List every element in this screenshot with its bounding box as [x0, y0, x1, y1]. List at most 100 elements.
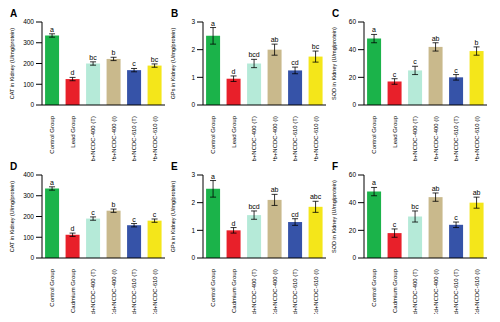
svg-text:Control Group: Control Group [371, 268, 377, 306]
svg-text:Control Group: Control Group [210, 268, 216, 306]
svg-text:400: 400 [23, 171, 34, 178]
svg-text:abc: abc [310, 193, 322, 200]
svg-text:d: d [71, 225, 75, 232]
svg-text:a: a [372, 26, 376, 33]
svg-text:Pb+NCDC-400 (T): Pb+NCDC-400 (T) [90, 116, 96, 161]
svg-text:20: 20 [349, 74, 357, 81]
svg-text:2: 2 [191, 199, 195, 206]
svg-text:1: 1 [191, 227, 195, 234]
svg-text:a: a [372, 179, 376, 186]
svg-text:Cd+NCDC-400 (I): Cd+NCDC-400 (I) [111, 269, 117, 314]
svg-text:Pb+NCDC-400 (I): Pb+NCDC-400 (I) [433, 116, 439, 161]
svg-text:Cadmium Group: Cadmium Group [392, 268, 398, 313]
svg-text:cd: cd [291, 59, 299, 66]
svg-text:3: 3 [191, 18, 195, 25]
svg-text:bcd: bcd [248, 51, 259, 58]
svg-text:Pb+NCDC-610 (T): Pb+NCDC-610 (T) [131, 116, 137, 161]
svg-text:Cd+NCDC-400 (T): Cd+NCDC-400 (T) [90, 269, 96, 314]
svg-text:Lead Group: Lead Group [392, 115, 398, 147]
svg-text:Control Group: Control Group [49, 115, 55, 153]
svg-text:0: 0 [30, 254, 34, 261]
svg-text:Pb+NCDC-610 (I): Pb+NCDC-610 (I) [152, 116, 158, 161]
svg-text:ab: ab [271, 36, 279, 43]
svg-text:Lead Group: Lead Group [231, 115, 237, 147]
svg-text:400: 400 [23, 18, 34, 25]
svg-text:Pb+NCDC-400 (I): Pb+NCDC-400 (I) [111, 116, 117, 161]
svg-text:bc: bc [411, 203, 419, 210]
svg-text:Pb+NCDC-610 (I): Pb+NCDC-610 (I) [313, 116, 319, 161]
svg-text:Control Group: Control Group [371, 115, 377, 153]
svg-text:Pb+NCDC-400 (T): Pb+NCDC-400 (T) [251, 116, 257, 161]
svg-text:b: b [112, 201, 116, 208]
svg-text:Pb+NCDC-610 (I): Pb+NCDC-610 (I) [474, 116, 480, 161]
svg-text:b: b [475, 39, 479, 46]
svg-text:c: c [413, 58, 417, 65]
svg-text:Cd+NCDC-610 (I): Cd+NCDC-610 (I) [474, 269, 480, 314]
svg-text:Cd+NCDC-400 (I): Cd+NCDC-400 (I) [272, 269, 278, 314]
svg-text:0: 0 [352, 254, 356, 261]
svg-text:0: 0 [30, 101, 34, 108]
svg-text:c: c [454, 67, 458, 74]
svg-text:ab: ab [473, 189, 481, 196]
svg-text:SOD in Kidney (U/mg/protein): SOD in Kidney (U/mg/protein) [331, 27, 337, 100]
svg-text:bc: bc [312, 43, 320, 50]
svg-text:0: 0 [352, 101, 356, 108]
svg-text:300: 300 [23, 192, 34, 199]
svg-text:d: d [71, 69, 75, 76]
svg-text:1: 1 [191, 74, 195, 81]
svg-text:GPs in Kidney (U/mg/protein): GPs in Kidney (U/mg/protein) [170, 28, 176, 100]
svg-text:Cadmium Group: Cadmium Group [70, 268, 76, 313]
svg-text:Cd+NCDC-400 (T): Cd+NCDC-400 (T) [251, 269, 257, 314]
svg-text:Control Group: Control Group [49, 268, 55, 306]
svg-text:CAT in Kidney (U/mg/protein): CAT in Kidney (U/mg/protein) [9, 28, 15, 99]
svg-text:3: 3 [191, 171, 195, 178]
svg-text:Cadmium Group: Cadmium Group [231, 268, 237, 313]
svg-text:Control Group: Control Group [210, 115, 216, 153]
svg-text:Cd+NCDC-610 (T): Cd+NCDC-610 (T) [131, 269, 137, 314]
svg-text:cd: cd [291, 211, 299, 218]
svg-text:0: 0 [191, 254, 195, 261]
svg-text:60: 60 [349, 171, 357, 178]
svg-text:c: c [393, 71, 397, 78]
svg-text:Pb+NCDC-400 (I): Pb+NCDC-400 (I) [272, 116, 278, 161]
svg-text:Cd+NCDC-610 (I): Cd+NCDC-610 (I) [313, 269, 319, 314]
svg-text:c: c [91, 209, 95, 216]
svg-text:Cd+NCDC-400 (T): Cd+NCDC-400 (T) [412, 269, 418, 314]
svg-text:bc: bc [89, 54, 97, 61]
svg-text:300: 300 [23, 39, 34, 46]
svg-text:20: 20 [349, 227, 357, 234]
svg-text:c: c [132, 60, 136, 67]
svg-text:c: c [132, 216, 136, 223]
svg-text:40: 40 [349, 46, 357, 53]
svg-text:d: d [232, 68, 236, 75]
svg-text:Pb+NCDC-610 (T): Pb+NCDC-610 (T) [292, 116, 298, 161]
svg-text:ab: ab [432, 35, 440, 42]
svg-text:100: 100 [23, 81, 34, 88]
svg-text:GPx in Kidney (U/mg/protein): GPx in Kidney (U/mg/protein) [170, 181, 176, 253]
svg-text:100: 100 [23, 234, 34, 241]
svg-text:200: 200 [23, 213, 34, 220]
svg-text:2: 2 [191, 46, 195, 53]
svg-text:bcd: bcd [248, 203, 259, 210]
svg-text:60: 60 [349, 18, 357, 25]
svg-text:c: c [393, 221, 397, 228]
svg-text:a: a [50, 26, 54, 33]
svg-text:Pb+NCDC-400 (T): Pb+NCDC-400 (T) [412, 116, 418, 161]
svg-text:200: 200 [23, 60, 34, 67]
svg-text:b: b [112, 49, 116, 56]
svg-text:Cd+NCDC-400 (I): Cd+NCDC-400 (I) [433, 269, 439, 314]
svg-text:40: 40 [349, 199, 357, 206]
svg-text:c: c [454, 214, 458, 221]
svg-text:a: a [211, 173, 215, 180]
svg-text:Cd+NCDC-610 (T): Cd+NCDC-610 (T) [453, 269, 459, 314]
svg-text:Cd+NCDC-610 (T): Cd+NCDC-610 (T) [292, 269, 298, 314]
svg-text:bc: bc [151, 56, 159, 63]
svg-text:SOD in Kidney (U/mg/protein): SOD in Kidney (U/mg/protein) [331, 180, 337, 253]
svg-text:ab: ab [432, 185, 440, 192]
svg-text:c: c [153, 211, 157, 218]
svg-text:a: a [211, 20, 215, 27]
svg-text:d: d [232, 220, 236, 227]
svg-text:Pb+NCDC-610 (T): Pb+NCDC-610 (T) [453, 116, 459, 161]
svg-text:Lead Group: Lead Group [70, 115, 76, 147]
svg-text:a: a [50, 179, 54, 186]
